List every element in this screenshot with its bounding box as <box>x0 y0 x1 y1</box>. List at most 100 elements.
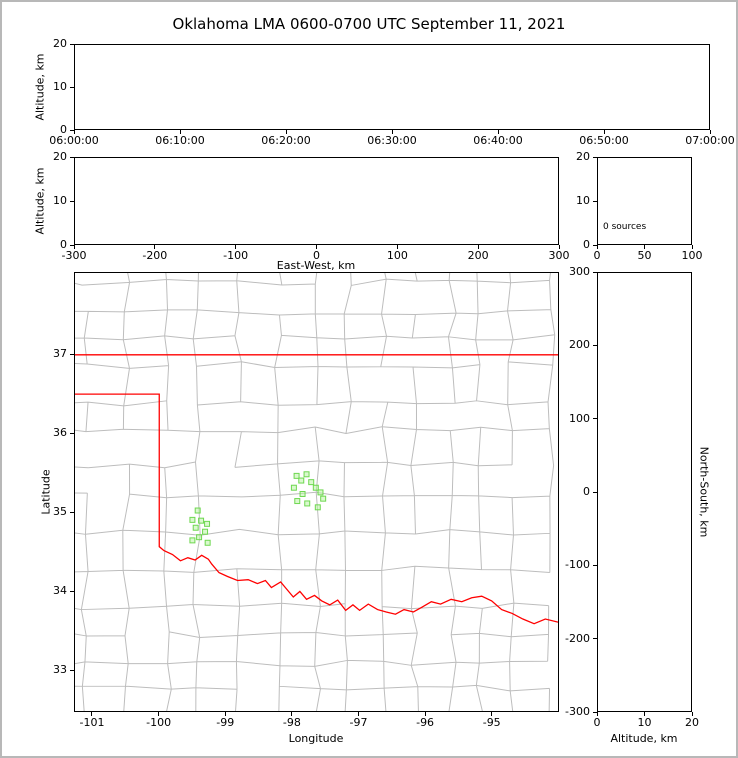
y-tick <box>70 200 74 202</box>
source-marker <box>192 524 199 531</box>
x-tick <box>91 712 93 716</box>
source-marker <box>293 472 300 479</box>
x-tick <box>357 712 359 716</box>
x-tick <box>691 712 693 716</box>
x-tick <box>158 712 160 716</box>
x-tick <box>491 712 493 716</box>
x-tick-label: 06:50:00 <box>579 134 629 147</box>
source-marker <box>204 520 211 527</box>
x-tick-label: -95 <box>482 716 501 729</box>
y-tick-label: 0 <box>583 238 590 251</box>
x-tick <box>424 712 426 716</box>
source-marker <box>294 498 301 505</box>
y-tick-label: 34 <box>53 584 67 598</box>
x-tick-label: 0 <box>593 249 601 262</box>
x-tick <box>603 130 605 134</box>
y-tick <box>70 511 74 513</box>
y-tick <box>593 156 597 158</box>
y-tick <box>70 43 74 45</box>
x-tick-label: 300 <box>548 249 570 262</box>
y-tick-label: 20 <box>576 150 590 163</box>
x-tick <box>73 130 75 134</box>
x-tick <box>691 245 693 249</box>
x-tick-label: 07:00:00 <box>685 134 735 147</box>
x-tick <box>291 712 293 716</box>
y-tick-label: -100 <box>565 558 590 572</box>
source-marker <box>189 516 196 523</box>
y-tick <box>70 129 74 131</box>
x-tick-label: -96 <box>416 716 435 729</box>
y-tick <box>593 271 597 273</box>
state-border-oklahoma-texas-red-river-border <box>75 393 558 625</box>
x-tick <box>391 130 393 134</box>
y-tick <box>70 244 74 246</box>
y-tick-label: -200 <box>565 631 590 645</box>
east-west-height-panel[interactable] <box>74 157 559 245</box>
y-tick <box>593 418 597 420</box>
y-tick <box>70 590 74 592</box>
x-tick-label: 06:40:00 <box>473 134 523 147</box>
y-tick-label: 20 <box>53 150 67 163</box>
y-tick-label: 200 <box>569 338 590 352</box>
y-tick <box>593 711 597 713</box>
x-tick <box>179 130 181 134</box>
source-marker <box>202 528 209 535</box>
x-tick <box>596 245 598 249</box>
x-tick <box>558 245 560 249</box>
source-marker <box>317 489 324 496</box>
x-tick <box>644 245 645 249</box>
x-tick-label: -101 <box>79 716 105 729</box>
plan-view-map-panel[interactable] <box>74 272 559 712</box>
x-tick-label: 20 <box>685 716 699 729</box>
source-marker <box>194 507 201 514</box>
altitude-histogram-panel[interactable] <box>597 157 692 245</box>
source-marker <box>303 471 310 478</box>
y-tick-label: -300 <box>565 705 590 718</box>
x-tick-label: 200 <box>467 249 489 262</box>
ns-panel-right-ylabel: North-South, km <box>697 446 711 538</box>
y-tick <box>593 244 597 246</box>
x-tick-label: 0 <box>593 716 601 729</box>
county-boundaries <box>75 273 556 711</box>
source-marker <box>204 539 211 546</box>
y-tick-label: 300 <box>569 265 590 278</box>
y-tick-label: 0 <box>60 123 67 136</box>
source-marker <box>320 495 327 502</box>
y-tick-label: 10 <box>53 80 67 93</box>
x-tick <box>316 245 317 249</box>
source-marker <box>290 484 297 491</box>
x-tick-label: -97 <box>349 716 368 729</box>
x-tick-label: -100 <box>146 716 172 729</box>
y-tick <box>70 669 74 671</box>
x-tick <box>73 245 75 249</box>
x-tick <box>224 712 226 716</box>
x-tick <box>285 130 287 134</box>
x-tick <box>497 130 499 134</box>
x-tick-label: 100 <box>386 249 408 262</box>
source-marker <box>312 484 319 491</box>
source-marker <box>308 479 315 486</box>
x-tick <box>644 712 645 716</box>
x-tick <box>596 712 598 716</box>
source-marker <box>189 537 196 544</box>
x-tick <box>709 130 711 134</box>
y-tick-label: 100 <box>569 411 590 425</box>
y-tick <box>70 432 74 434</box>
x-tick-label: 06:00:00 <box>49 134 99 147</box>
x-tick-label: -300 <box>61 249 87 262</box>
source-marker <box>314 504 321 511</box>
y-tick <box>593 564 597 566</box>
x-tick-label: 0 <box>313 249 320 262</box>
y-tick-label: 0 <box>583 485 590 498</box>
time-height-panel[interactable] <box>74 44 710 130</box>
y-tick <box>593 344 597 346</box>
x-tick-label: -200 <box>142 249 168 262</box>
y-tick-label: 10 <box>576 194 590 207</box>
north-south-height-panel[interactable] <box>597 272 692 712</box>
y-tick <box>70 156 74 158</box>
x-tick-label: 100 <box>681 249 703 262</box>
x-tick-label: 50 <box>637 249 652 262</box>
ns-panel-xlabel: Altitude, km <box>610 732 678 745</box>
x-tick-label: 06:20:00 <box>261 134 311 147</box>
